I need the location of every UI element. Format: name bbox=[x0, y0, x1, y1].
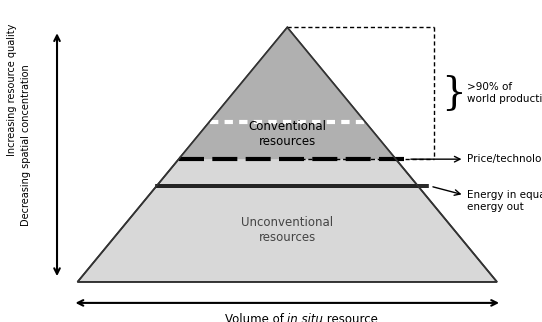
Text: >90% of
world production: >90% of world production bbox=[467, 82, 542, 104]
Text: Volume of: Volume of bbox=[224, 313, 287, 322]
Text: Unconventional
resources: Unconventional resources bbox=[241, 215, 333, 243]
Text: Decreasing spatial concentration: Decreasing spatial concentration bbox=[21, 64, 31, 226]
Text: Price/technological limit: Price/technological limit bbox=[467, 154, 542, 164]
Text: in situ: in situ bbox=[287, 313, 323, 322]
Text: resource: resource bbox=[323, 313, 378, 322]
Text: Increasing resource quality: Increasing resource quality bbox=[7, 24, 17, 156]
Text: Conventional
resources: Conventional resources bbox=[248, 120, 326, 148]
Text: Energy in equals
energy out: Energy in equals energy out bbox=[467, 190, 542, 212]
Polygon shape bbox=[179, 27, 396, 159]
Polygon shape bbox=[78, 27, 497, 282]
Text: }: } bbox=[441, 75, 466, 112]
